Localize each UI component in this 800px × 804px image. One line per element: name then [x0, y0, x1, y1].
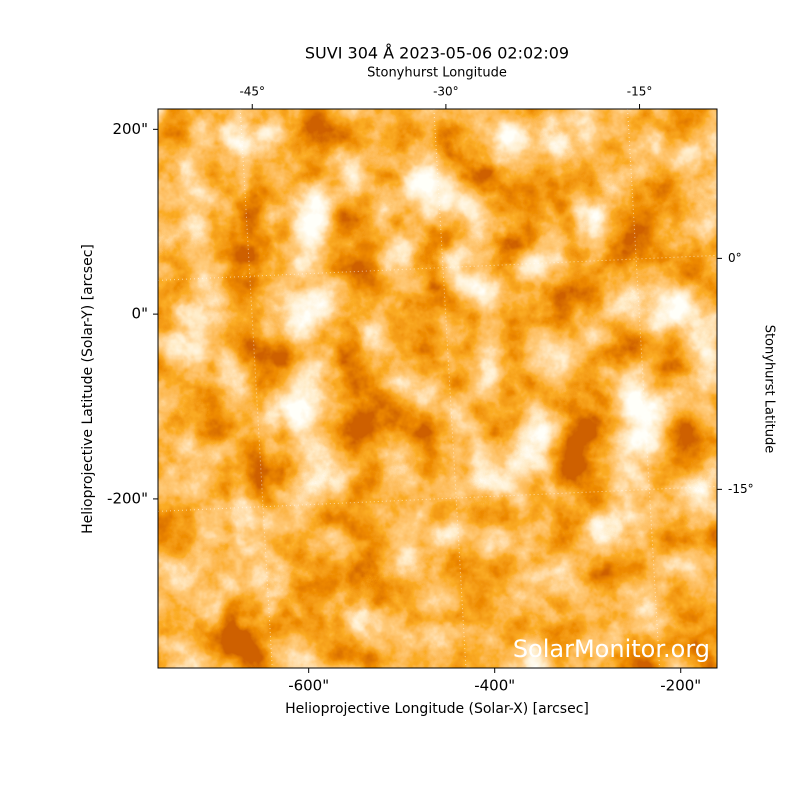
- x-tick-label: -400": [474, 677, 515, 695]
- x2-tick-label: -15°: [627, 85, 653, 99]
- plot-frame: [157, 108, 718, 669]
- watermark: SolarMonitor.org: [513, 635, 710, 663]
- x-axis-label: Helioprojective Longitude (Solar-X) [arc…: [285, 701, 589, 717]
- y2-axis-label: Stonyhurst Latitude: [762, 325, 777, 454]
- x2-tick-label: -30°: [433, 85, 459, 99]
- x-tick-label: -600": [288, 677, 329, 695]
- x-tick-label: -200": [660, 677, 701, 695]
- solar-image: [158, 109, 717, 668]
- y2-tick-label: 0°: [728, 251, 742, 265]
- x2-axis-label: Stonyhurst Longitude: [367, 66, 507, 81]
- y2-tick-label: -15°: [728, 482, 754, 496]
- x2-tick-label: -45°: [239, 85, 265, 99]
- y-axis-label: Helioprojective Latitude (Solar-Y) [arcs…: [80, 244, 96, 534]
- y-tick-label: 200": [112, 120, 148, 138]
- y-tick-label: 0": [132, 305, 148, 323]
- chart-title: SUVI 304 Å 2023-05-06 02:02:09: [305, 44, 569, 63]
- y-tick-label: -200": [107, 489, 148, 507]
